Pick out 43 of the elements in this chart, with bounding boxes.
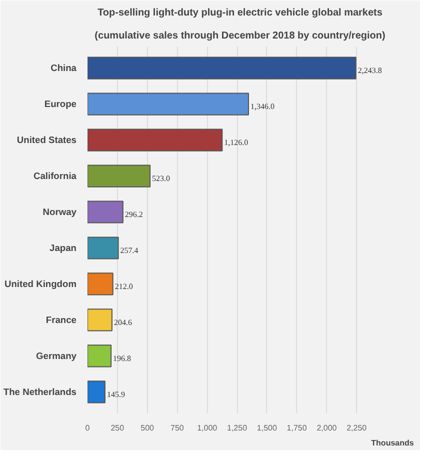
bar	[88, 308, 112, 332]
data-label: 257.4	[120, 246, 138, 255]
bar	[88, 92, 249, 116]
y-tick-label: Europe	[44, 99, 77, 110]
x-tick-label: 2,250	[346, 424, 368, 432]
bar	[88, 344, 112, 368]
x-tick-label: 1,500	[256, 424, 278, 432]
x-tick-label: 750	[170, 424, 184, 432]
y-tick-label: California	[33, 171, 78, 182]
chart-subtitle: (cumulative sales through December 2018 by country/region)	[94, 30, 386, 42]
x-tick-label: 1,250	[227, 424, 248, 432]
x-tick-label: 2,000	[316, 424, 338, 432]
y-tick-label: Japan	[50, 242, 77, 253]
x-tick-label: 1,000	[197, 424, 218, 432]
data-label: 2,243.8	[358, 66, 382, 76]
data-label: 296.2	[124, 210, 143, 220]
y-tick-label: United States	[16, 135, 76, 146]
data-label: 1,126.0	[224, 138, 248, 148]
bar	[88, 56, 356, 80]
x-tick-label: 0	[85, 424, 90, 432]
bar	[88, 380, 106, 404]
y-tick-label: China	[50, 63, 78, 74]
x-tick-label: 500	[140, 424, 155, 432]
y-tick-label: The Netherlands	[3, 386, 77, 397]
y-tick-label: United Kingdom	[4, 278, 77, 289]
data-label: 523.0	[152, 174, 170, 184]
y-tick-label: France	[46, 314, 77, 325]
chart-title: Top-selling light-duty plug-in electric vehicle global markets	[98, 8, 383, 18]
data-label: 145.9	[106, 390, 125, 399]
x-axis-title: Thousands	[371, 438, 414, 448]
bar	[88, 164, 151, 188]
y-tick-label: Germany	[36, 350, 78, 361]
data-label: 212.0	[114, 282, 133, 291]
data-label: 196.8	[113, 354, 132, 363]
x-tick-label: 250	[110, 424, 125, 432]
bar	[88, 128, 223, 152]
data-label: 204.6	[114, 318, 132, 327]
bar	[88, 236, 119, 260]
data-label: 1,346.0	[250, 102, 274, 112]
bar	[88, 272, 114, 296]
x-tick-label: 1,750	[286, 424, 308, 432]
y-tick-label: Norway	[42, 207, 78, 218]
bar	[88, 200, 124, 224]
